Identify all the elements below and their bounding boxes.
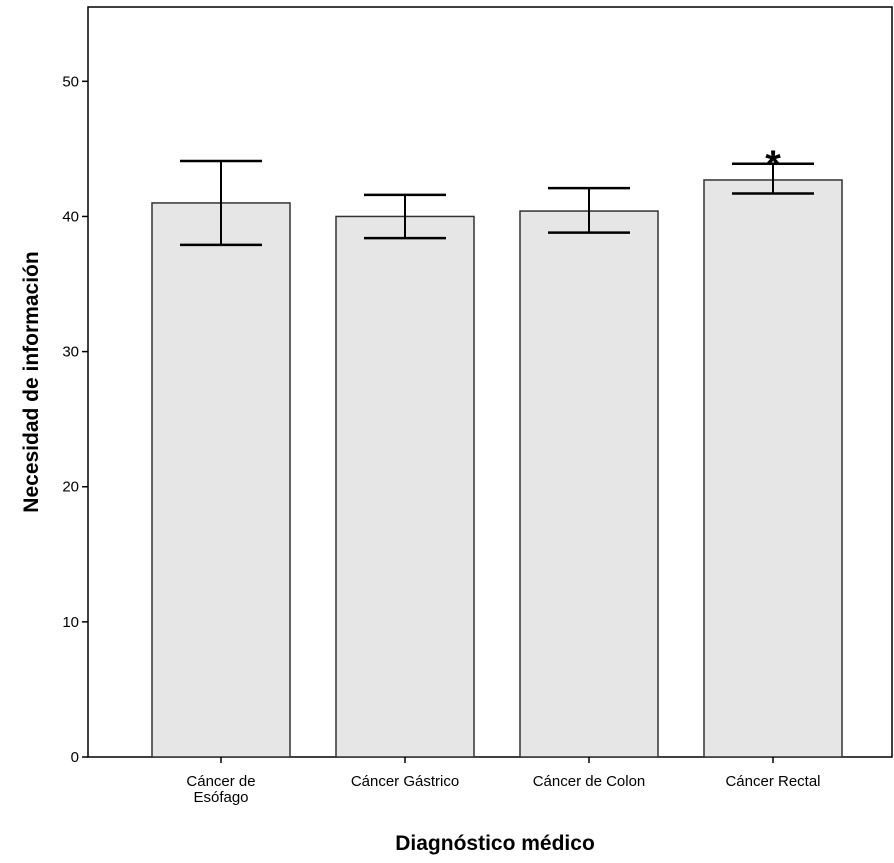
y-tick-label: 40 — [62, 208, 79, 225]
bar — [151, 202, 291, 758]
x-category-label-line: Cáncer de Colon — [533, 773, 646, 790]
x-axis-title: Diagnóstico médico — [395, 832, 595, 855]
x-category-label-line: Cáncer de — [186, 773, 255, 790]
y-tick-label: 20 — [62, 479, 79, 496]
bar — [335, 215, 475, 758]
bar — [703, 179, 843, 758]
y-tick-label: 0 — [71, 749, 79, 766]
x-category-label-line: Cáncer Rectal — [725, 773, 820, 790]
x-category-label: Cáncer de Colon — [533, 773, 646, 790]
x-category-label: Cáncer Gástrico — [351, 773, 459, 790]
bar — [519, 210, 659, 758]
y-axis-title: Necesidad de información — [20, 251, 43, 512]
y-tick-label: 10 — [62, 614, 79, 631]
y-tick-label: 50 — [62, 73, 79, 90]
x-category-label-line: Cáncer Gástrico — [351, 773, 459, 790]
x-category-label: Cáncer Rectal — [725, 773, 820, 790]
x-category-label: Cáncer de Esófago — [186, 773, 255, 806]
y-tick-label: 30 — [62, 344, 79, 361]
significance-asterisk: * — [765, 143, 781, 187]
x-category-label-line: Esófago — [193, 789, 248, 806]
